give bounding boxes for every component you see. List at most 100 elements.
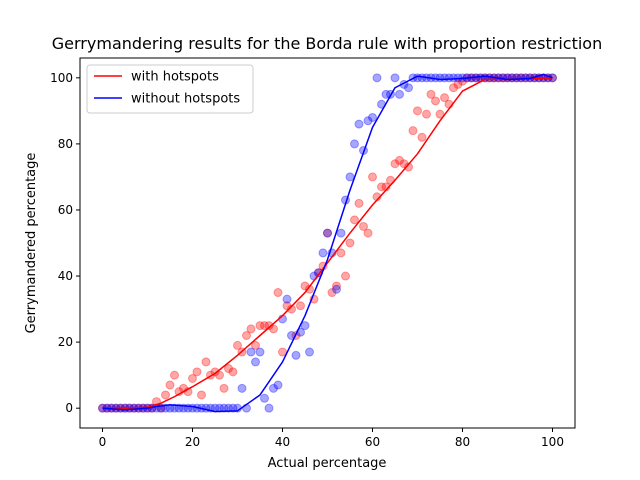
data-point [215,370,224,380]
data-point [233,340,242,350]
x-tick-label: 80 [455,435,470,449]
data-point [282,301,292,311]
data-point [404,83,413,93]
data-point [363,228,373,238]
data-point [453,79,463,89]
series-2-fit-line [102,73,553,413]
data-point [516,73,526,83]
data-point [269,383,278,393]
data-point [390,159,400,169]
data-point [282,294,292,304]
data-point [296,301,305,311]
data-point [255,347,265,357]
data-point [327,288,337,298]
data-point [449,83,458,93]
data-point [201,357,211,367]
data-point [197,390,206,400]
data-point [215,403,224,413]
x-tick-label: 0 [99,435,107,449]
x-tick-label: 60 [365,435,380,449]
x-tick-label: 20 [185,435,200,449]
data-point [246,324,256,334]
data-point [381,89,391,99]
data-point [273,288,283,298]
data-point [228,367,238,377]
data-point [192,367,202,377]
data-point [269,324,278,334]
data-point [404,162,413,172]
data-point [188,373,197,383]
data-point [305,284,314,294]
data-point [273,380,283,390]
legend-label: with hotspots [131,70,219,85]
data-point [399,159,409,169]
x-axis-label: Actual percentage [268,456,387,471]
data-point [354,119,364,129]
data-point [242,331,251,340]
data-point [224,364,233,374]
legend-label: without hotspots [131,92,240,107]
data-point [170,370,179,380]
data-point [345,238,355,248]
data-point [291,350,301,360]
data-point [350,215,359,225]
axis-ticks: 0 20 40 60 80 100 0 20 40 60 80 100 [50,71,564,449]
data-point [345,172,355,182]
data-point [350,139,359,149]
data-point [413,106,422,116]
data-point [300,281,310,291]
data-point [219,383,229,393]
data-point [395,89,404,99]
data-point [395,155,404,165]
data-point [336,248,346,258]
data-point [287,304,296,314]
data-point [219,403,229,413]
data-point [318,248,328,258]
data-point [417,132,427,142]
data-point [408,126,418,136]
data-point [323,228,332,238]
y-tick-label: 20 [58,335,73,349]
x-tick-label: 100 [541,435,564,449]
data-point [264,321,274,331]
data-point [390,73,400,83]
data-point [323,228,332,238]
data-point [422,109,431,119]
data-point [246,347,256,357]
data-point [264,403,274,413]
data-point [435,109,445,119]
data-point [341,271,350,281]
data-point [165,380,175,390]
legend-box [86,64,254,114]
y-axis-label: Gerrymandered percentage [24,153,39,334]
chart-title: Gerrymandering results for the Borda rul… [52,34,602,53]
data-point [426,89,436,99]
data-point [224,403,233,413]
legend: with hotspots without hotspots [86,64,254,114]
y-tick-label: 60 [58,203,73,217]
series-2-points [98,73,557,413]
data-point [377,182,386,192]
data-point [359,221,368,231]
data-point [237,383,247,393]
data-point [161,390,170,400]
data-point [372,73,382,83]
data-point [354,198,364,208]
data-point [431,96,440,106]
series-1-points [98,73,557,413]
data-point [332,284,341,294]
data-point [516,73,526,83]
y-tick-label: 40 [58,269,73,283]
y-tick-label: 0 [65,401,73,415]
plot-area [98,73,557,413]
data-point [305,347,314,357]
data-point [368,112,377,122]
data-point [260,393,269,403]
data-point [170,403,179,413]
data-point [251,340,260,350]
data-point [251,357,260,367]
data-point [336,228,346,238]
data-point [440,93,449,103]
